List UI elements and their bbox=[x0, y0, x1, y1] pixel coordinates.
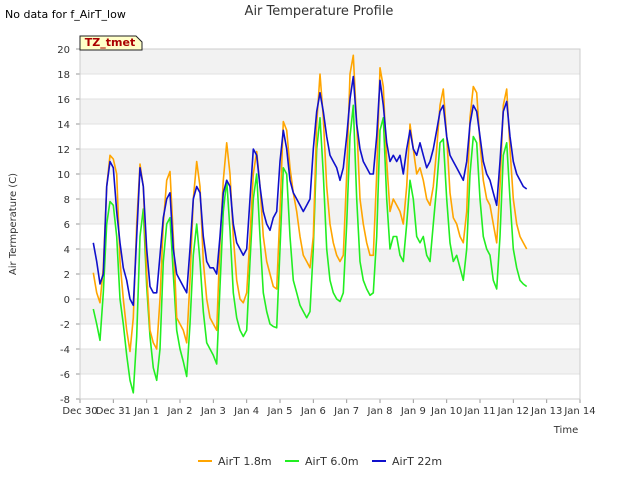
legend-label: AirT 22m bbox=[392, 455, 442, 468]
x-tick-label: Jan 8 bbox=[367, 406, 393, 417]
x-tick-label: Jan 12 bbox=[497, 406, 529, 417]
plot-frame bbox=[79, 48, 581, 400]
x-tick-label: Jan 9 bbox=[400, 406, 426, 417]
y-tick-label: -2 bbox=[60, 320, 70, 331]
y-tick-label: -4 bbox=[60, 345, 70, 356]
x-tick-label: Dec 31 bbox=[96, 406, 131, 417]
y-tick-label: 14 bbox=[57, 120, 70, 131]
x-tick-label: Jan 6 bbox=[300, 406, 326, 417]
y-tick-label: 20 bbox=[57, 45, 70, 56]
background-band bbox=[80, 349, 580, 374]
y-tick-label: 18 bbox=[57, 70, 70, 81]
y-axis: -8 -6 -4 -2 0 2 4 6 8 10 12 14 16 18 20 bbox=[57, 45, 80, 406]
y-tick-label: 2 bbox=[64, 270, 70, 281]
series-line-airt-6-0m bbox=[92, 104, 528, 394]
x-tick-label: Jan 11 bbox=[463, 406, 495, 417]
y-tick-label: -8 bbox=[60, 395, 70, 406]
x-tick-label: Jan 10 bbox=[430, 406, 462, 417]
chart-title: Air Temperature Profile bbox=[245, 4, 394, 19]
background-band bbox=[80, 99, 580, 124]
x-axis-label: Time bbox=[553, 425, 578, 436]
y-axis-label: Air Termperature (C) bbox=[8, 173, 19, 275]
background-band bbox=[80, 299, 580, 324]
series-layer bbox=[92, 54, 528, 394]
x-tick-label: Dec 30 bbox=[62, 406, 97, 417]
x-tick-label: Jan 7 bbox=[333, 406, 359, 417]
site-badge-label: TZ_tmet bbox=[85, 36, 135, 49]
x-tick-label: Jan 5 bbox=[267, 406, 293, 417]
legend-label: AirT 1.8m bbox=[218, 455, 272, 468]
x-tick-label: Jan 2 bbox=[167, 406, 193, 417]
background-band bbox=[80, 49, 580, 74]
y-tick-label: 8 bbox=[64, 195, 70, 206]
y-tick-label: 6 bbox=[64, 220, 70, 231]
legend-label: AirT 6.0m bbox=[305, 455, 359, 468]
site-badge: TZ_tmet bbox=[79, 35, 143, 51]
background-band bbox=[80, 249, 580, 274]
y-tick-label: -6 bbox=[60, 370, 70, 381]
y-tick-label: 12 bbox=[57, 145, 70, 156]
y-tick-label: 10 bbox=[57, 170, 70, 181]
y-tick-label: 0 bbox=[64, 295, 70, 306]
x-tick-label: Jan 1 bbox=[133, 406, 159, 417]
y-tick-label: 4 bbox=[64, 245, 70, 256]
x-tick-label: Jan 3 bbox=[200, 406, 226, 417]
x-tick-label: Jan 13 bbox=[530, 406, 562, 417]
x-tick-label: Jan 14 bbox=[563, 406, 595, 417]
legend: AirT 1.8m AirT 6.0m AirT 22m bbox=[198, 455, 442, 468]
series-line-airt-1-8m bbox=[92, 54, 528, 353]
series-line-airt-22m bbox=[92, 75, 528, 307]
x-tick-label: Jan 4 bbox=[233, 406, 259, 417]
y-tick-label: 16 bbox=[57, 95, 70, 106]
no-data-note: No data for f_AirT_low bbox=[5, 8, 126, 21]
